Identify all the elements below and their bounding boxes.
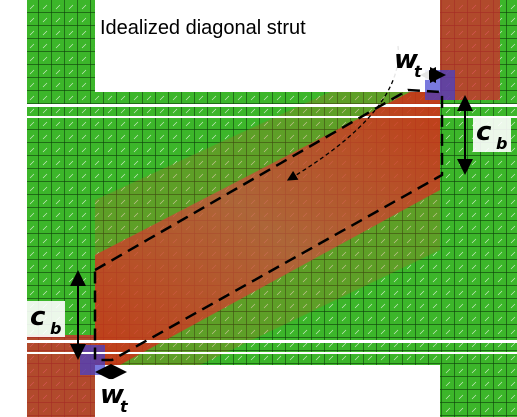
strut-label: Idealized diagonal strut — [100, 17, 306, 39]
figure: Idealized diagonal strut wtcbcbwt — [0, 0, 517, 417]
label-subscript: b — [496, 134, 507, 153]
label-symbol: c — [476, 117, 492, 147]
beam-line — [27, 116, 517, 118]
label-subscript: t — [120, 397, 129, 416]
beam-line — [27, 352, 517, 354]
label-subscript: t — [414, 62, 423, 81]
beam-line — [27, 104, 517, 107]
beam-line — [27, 340, 517, 343]
fe-mesh — [27, 0, 517, 417]
corner-stress — [80, 345, 105, 375]
label-subscript: b — [50, 319, 61, 338]
label-symbol: c — [30, 302, 46, 332]
